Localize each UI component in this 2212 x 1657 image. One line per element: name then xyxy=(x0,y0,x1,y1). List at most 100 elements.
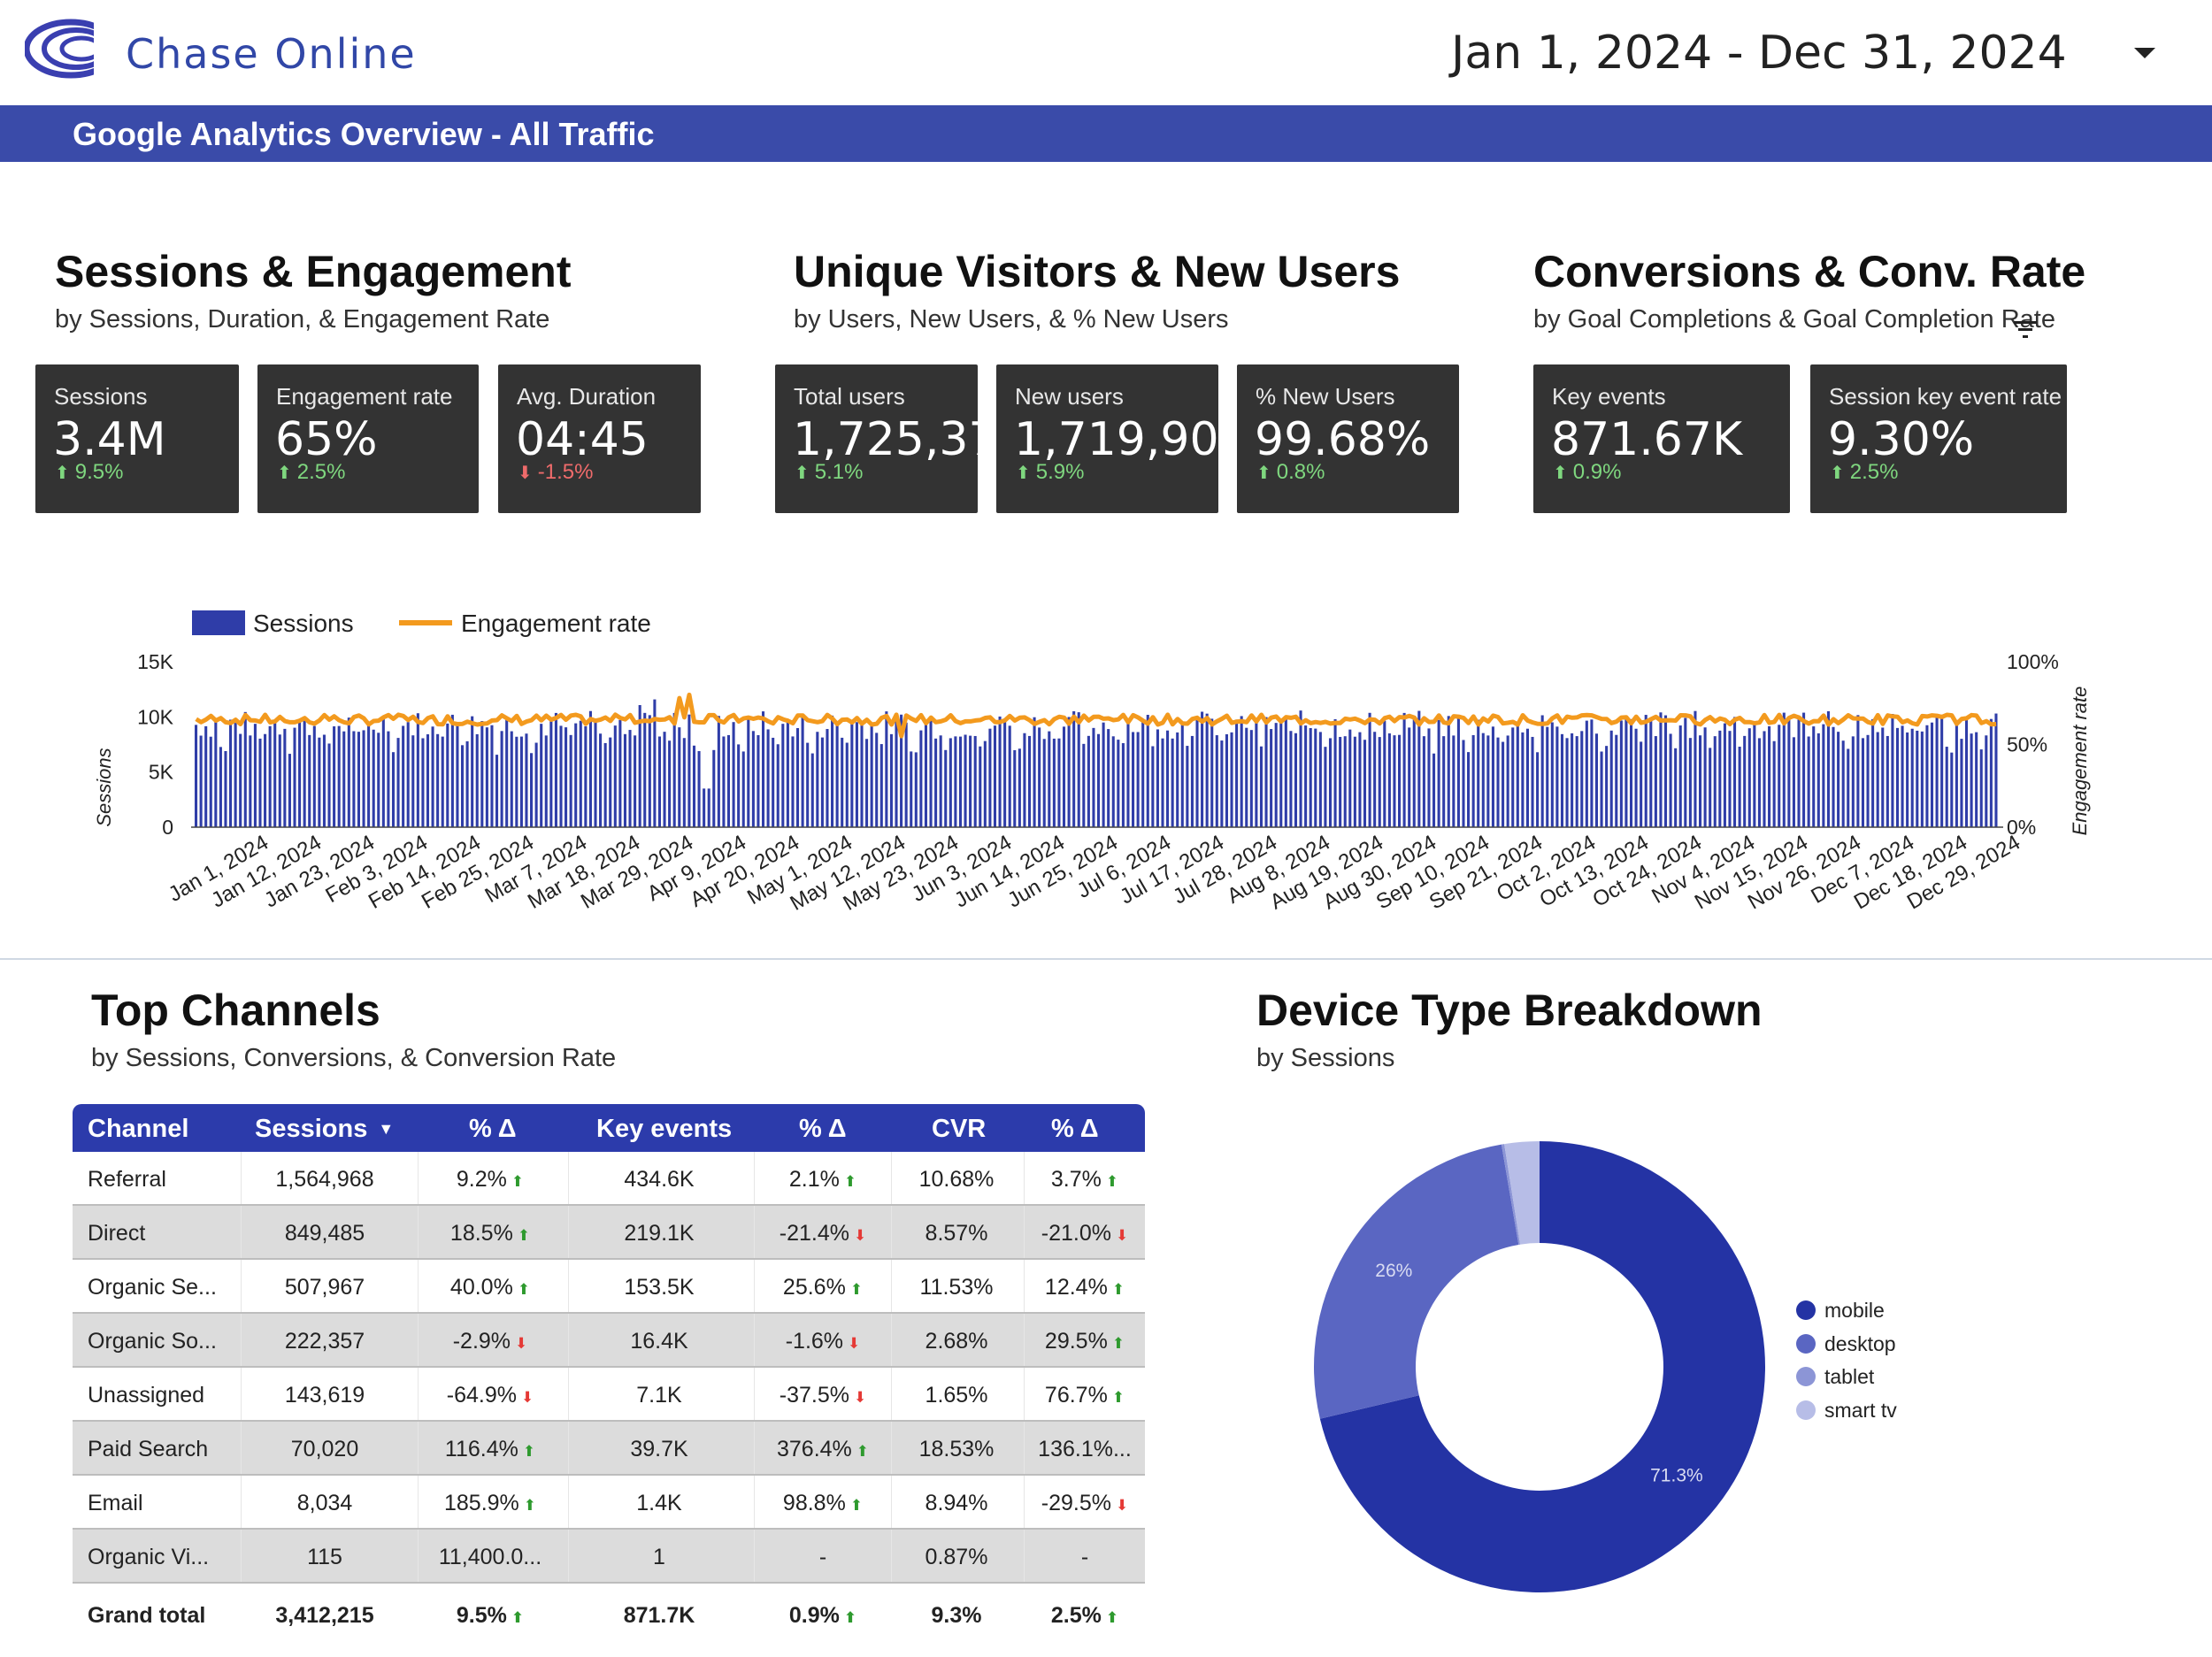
date-range-selector[interactable]: Jan 1, 2024 - Dec 31, 2024 xyxy=(1451,27,2067,80)
column-divider xyxy=(1024,1422,1025,1474)
cell-cvr-delta-text: 76.7% xyxy=(1044,1383,1108,1408)
sessions-bar xyxy=(495,755,499,827)
cell-channel-text: Referral xyxy=(88,1167,166,1192)
sessions-bar xyxy=(1945,747,1948,827)
kpi-value: 1,719,907 xyxy=(1014,413,1222,466)
cell-cvr: 10.68% xyxy=(919,1167,995,1193)
sessions-bar xyxy=(1955,719,1958,827)
sessions-bar xyxy=(993,725,997,827)
sessions-bar xyxy=(1709,748,1712,827)
col-header-key-events-delta[interactable]: % Δ xyxy=(799,1115,847,1143)
table-row[interactable]: Organic Vi... 115 11,400.0... 1 - 0.87% - xyxy=(73,1530,1145,1584)
legend-swatch-sessions xyxy=(192,610,245,635)
cell-channel-text: Unassigned xyxy=(88,1383,205,1408)
cell-channel: Grand total xyxy=(88,1603,205,1629)
sessions-bar xyxy=(1467,752,1471,827)
sessions-bar xyxy=(1215,735,1218,827)
sessions-bar xyxy=(1654,736,1657,827)
sessions-bar xyxy=(402,725,405,827)
sessions-bar xyxy=(1205,713,1209,827)
sessions-bar xyxy=(726,734,731,827)
sessions-bar xyxy=(914,752,918,827)
sessions-bar xyxy=(510,731,513,827)
sessions-bar xyxy=(875,733,879,827)
table-row[interactable]: Organic So... 222,357 -2.9% ⬇ 16.4K -1.6% ⬇ 2.6… xyxy=(73,1314,1145,1368)
sessions-bar xyxy=(377,733,380,827)
legend-item-mobile[interactable]: mobile xyxy=(1796,1299,1885,1323)
col-header-sessions-delta[interactable]: % Δ xyxy=(469,1115,517,1143)
table-total-row[interactable]: Grand total 3,412,215 9.5% ⬆ 871.7K 0.9% ⬆ 9.3%… xyxy=(73,1584,1145,1645)
sessions-bar xyxy=(1048,731,1051,827)
legend-item-tablet[interactable]: tablet xyxy=(1796,1365,1874,1389)
sessions-bar xyxy=(1802,712,1806,827)
cell-cvr: 11.53% xyxy=(920,1275,994,1300)
cell-sessions-delta: 9.5% ⬆ xyxy=(457,1603,524,1629)
sessions-bar xyxy=(1003,721,1007,827)
sessions-bar xyxy=(1067,717,1071,827)
col-header-key-events[interactable]: Key events xyxy=(596,1115,733,1143)
table-row[interactable]: Unassigned 143,619 -64.9% ⬇ 7.1K -37.5% ⬇ 1.65%… xyxy=(73,1368,1145,1422)
sessions-bar xyxy=(456,725,459,827)
donut-slice-tablet[interactable] xyxy=(1501,1144,1521,1246)
cell-cvr-text: 18.53% xyxy=(918,1437,995,1461)
column-divider xyxy=(754,1260,755,1312)
arrow-up-icon: ⬆ xyxy=(511,1609,525,1626)
cell-key-events: 1 xyxy=(653,1545,665,1570)
sessions-bar xyxy=(1832,726,1835,827)
arrow-up-icon: ⬆ xyxy=(849,1281,864,1298)
sessions-bar xyxy=(1230,732,1233,827)
col-header-cvr-delta[interactable]: % Δ xyxy=(1051,1115,1099,1143)
cell-key-events-delta: - xyxy=(819,1545,826,1570)
sessions-bar xyxy=(1743,735,1747,827)
table-row[interactable]: Email 8,034 185.9% ⬆ 1.4K 98.8% ⬆ 8.94% -29.5% ⬇ xyxy=(73,1476,1145,1530)
sessions-bar xyxy=(1812,726,1816,827)
section-subtitle-devices: by Sessions xyxy=(1256,1044,1395,1072)
table-row[interactable]: Paid Search 70,020 116.4% ⬆ 39.7K 376.4% ⬆ 18.5… xyxy=(73,1422,1145,1476)
cell-sessions-delta: -64.9% ⬇ xyxy=(447,1383,534,1408)
legend-item-desktop[interactable]: desktop xyxy=(1796,1332,1896,1356)
column-divider xyxy=(754,1368,755,1420)
column-divider xyxy=(891,1422,892,1474)
sessions-bar xyxy=(485,727,488,827)
cell-cvr-delta: 136.1%... xyxy=(1038,1437,1132,1462)
kpi-card-pct-new-users: % New Users 99.68% ⬆ 0.8% xyxy=(1237,364,1459,513)
sessions-bar xyxy=(1763,731,1766,827)
kpi-delta: ⬆ 9.5% xyxy=(55,460,124,484)
legend-swatch xyxy=(1796,1366,1816,1386)
table-row[interactable]: Direct 849,485 18.5% ⬆ 219.1K -21.4% ⬇ 8.57% -21… xyxy=(73,1206,1145,1260)
cell-cvr: 18.53% xyxy=(919,1437,995,1462)
sessions-bar xyxy=(1328,738,1333,827)
table-row[interactable]: Referral 1,564,968 9.2% ⬆ 434.6K 2.1% ⬆ 10.68% 3… xyxy=(73,1152,1145,1206)
cell-channel: Email xyxy=(88,1491,143,1516)
sessions-bar xyxy=(1126,721,1130,827)
sessions-bar xyxy=(1008,725,1011,827)
donut-slice-smart-tv[interactable] xyxy=(1504,1141,1540,1245)
sessions-bar xyxy=(944,749,948,827)
column-divider xyxy=(891,1476,892,1528)
caret-down-icon[interactable] xyxy=(2134,48,2155,58)
donut-slice-desktop[interactable] xyxy=(1314,1144,1519,1419)
cell-key-events-delta-text: 98.8% xyxy=(782,1491,846,1515)
kpi-card-avg-duration: Avg. Duration 04:45 ⬇ -1.5% xyxy=(498,364,701,513)
cell-sessions: 143,619 xyxy=(285,1383,365,1408)
legend-item-smart-tv[interactable]: smart tv xyxy=(1796,1399,1897,1423)
sessions-bar xyxy=(1964,717,1969,827)
sessions-bar xyxy=(766,729,770,827)
sessions-bar xyxy=(1092,727,1095,827)
table-row[interactable]: Organic Se... 507,967 40.0% ⬆ 153.5K 25.6% ⬆ 11… xyxy=(73,1260,1145,1314)
column-divider xyxy=(891,1152,892,1204)
donut-slice-mobile[interactable] xyxy=(1319,1141,1765,1592)
sessions-bar xyxy=(1270,729,1273,827)
sessions-bar xyxy=(1851,736,1855,827)
caret-down-icon: ▼ xyxy=(378,1120,395,1138)
sessions-bar xyxy=(441,736,444,827)
sessions-bar xyxy=(663,732,666,827)
col-header-cvr[interactable]: CVR xyxy=(932,1115,987,1143)
col-header-sessions[interactable]: Sessions ▼ xyxy=(255,1115,395,1143)
sessions-bar xyxy=(327,743,331,827)
col-header-channel[interactable]: Channel xyxy=(88,1115,189,1143)
filter-icon[interactable] xyxy=(2012,318,2039,341)
column-divider xyxy=(1024,1368,1025,1420)
arrow-up-icon: ⬆ xyxy=(517,1281,531,1298)
sessions-bar xyxy=(1013,749,1017,827)
